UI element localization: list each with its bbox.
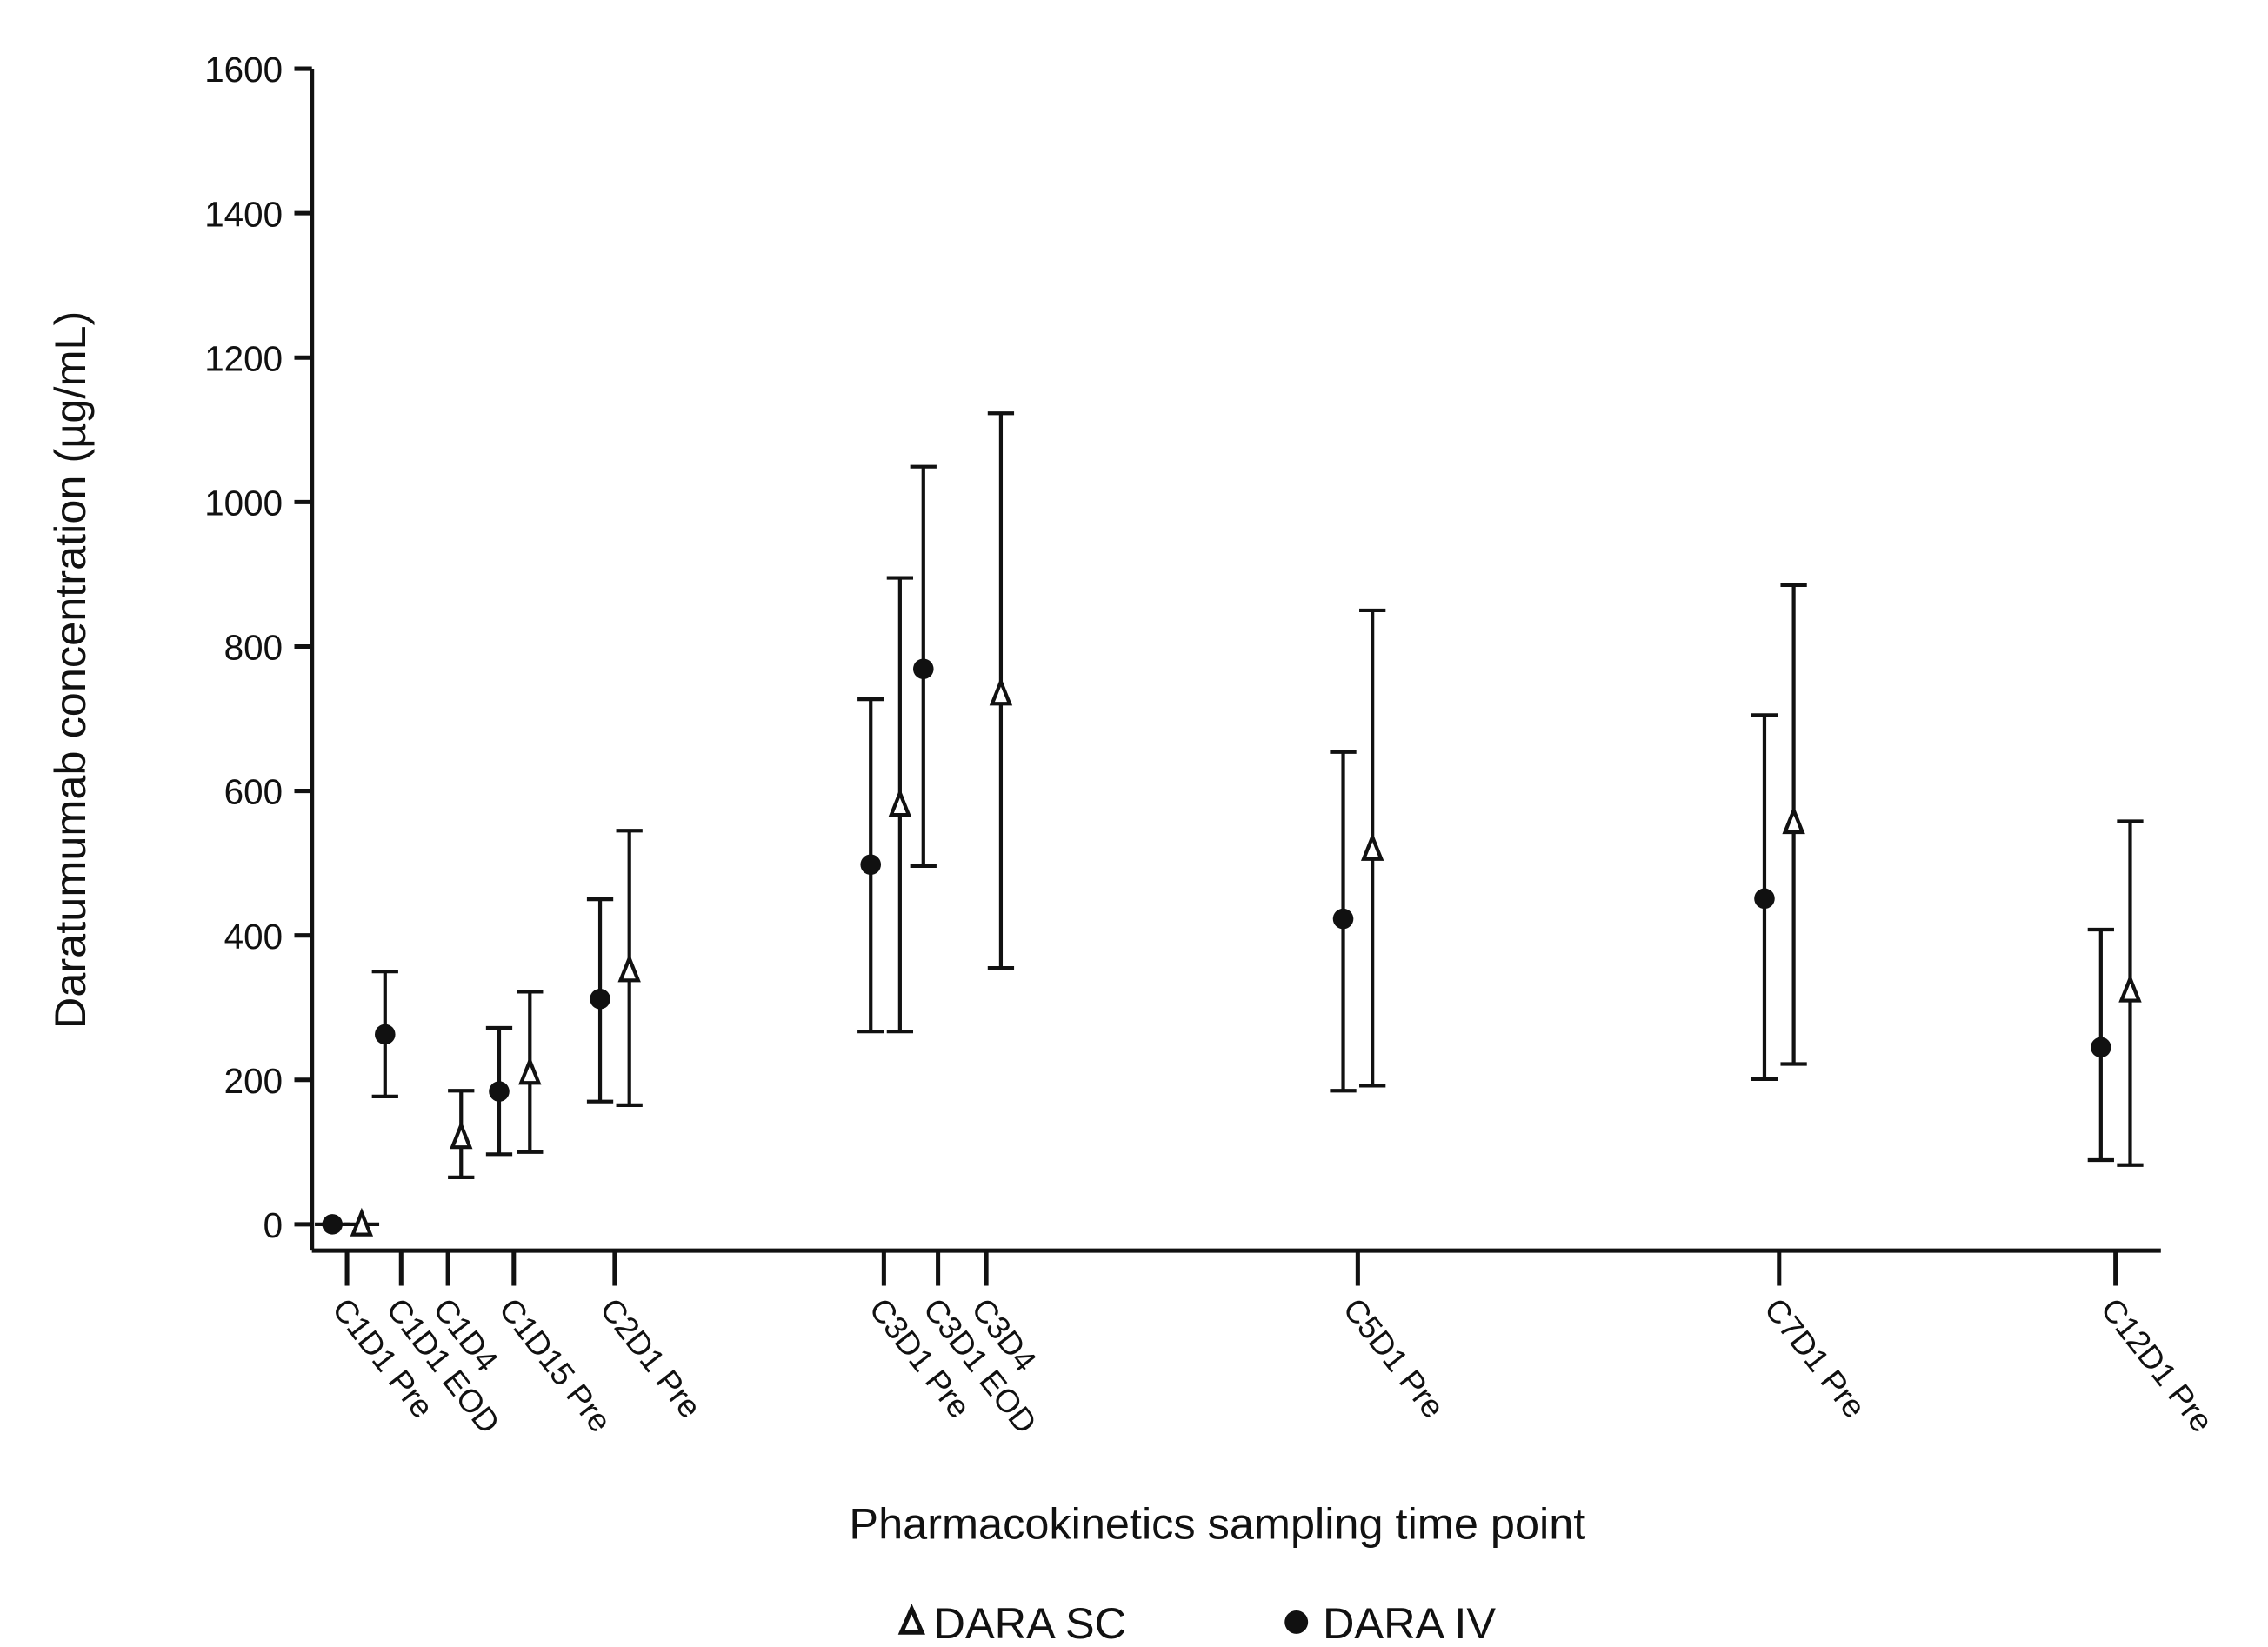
legend-triangle-icon <box>897 1603 925 1635</box>
y-tick-label: 1400 <box>204 194 283 234</box>
y-tick-label: 0 <box>263 1205 283 1245</box>
y-tick-label: 1200 <box>204 338 283 378</box>
triangle-marker <box>989 677 1013 706</box>
sc-point <box>1780 583 1807 1066</box>
circle-marker <box>2091 1037 2111 1058</box>
triangle-marker <box>1360 831 1384 861</box>
sc-point <box>886 576 914 1034</box>
triangle-marker <box>2118 973 2142 1003</box>
circle-marker <box>1332 908 1354 930</box>
x-tick-label: C12D1 Pre <box>2094 1291 2220 1438</box>
iv-point <box>857 697 884 1034</box>
x-tick-label: C5D1 Pre <box>1337 1291 1451 1424</box>
y-tick-label: 400 <box>224 917 283 957</box>
circle-marker <box>489 1081 510 1102</box>
iv-point <box>586 897 614 1104</box>
legend-label-iv: DARA IV <box>1323 1598 1496 1647</box>
circle-marker <box>375 1024 396 1045</box>
legend: DARA SC DARA IV <box>897 1598 1496 1647</box>
triangle-marker <box>518 1056 542 1085</box>
iv-point <box>910 464 937 869</box>
x-axis-label: Pharmacokinetics sampling time point <box>849 1499 1585 1549</box>
y-axis-label: Daratumumab concentration (µg/mL) <box>45 311 95 1029</box>
iv-point <box>1751 713 1778 1082</box>
circle-marker <box>860 854 882 876</box>
circle-marker <box>322 1214 344 1235</box>
iv-point <box>371 970 398 1098</box>
iv-point <box>2087 927 2114 1163</box>
circle-marker <box>913 658 934 679</box>
y-tick-label: 200 <box>224 1061 283 1101</box>
legend-label-sc: DARA SC <box>934 1598 1127 1647</box>
iv-point <box>315 1214 350 1235</box>
data-marks <box>315 411 2144 1237</box>
y-tick-label: 1000 <box>204 483 283 523</box>
iv-point <box>485 1025 513 1157</box>
triangle-marker <box>1782 805 1805 835</box>
legend-circle-icon <box>1284 1610 1309 1634</box>
triangle-marker <box>350 1207 374 1237</box>
x-tick-label: C2D1 Pre <box>593 1291 708 1424</box>
sc-point <box>448 1089 475 1180</box>
sc-point <box>2117 819 2144 1167</box>
sc-point <box>616 829 643 1107</box>
sc-point <box>517 990 544 1154</box>
y-tick-label: 800 <box>224 628 283 668</box>
y-tick-label: 1600 <box>204 50 283 90</box>
sc-point <box>1359 608 1386 1088</box>
circle-marker <box>1754 888 1775 910</box>
triangle-marker <box>617 953 641 983</box>
triangle-marker <box>888 788 912 817</box>
y-tick-label: 600 <box>224 772 283 812</box>
sc-point <box>987 411 1015 970</box>
circle-marker <box>590 988 610 1010</box>
x-tick-label: C7D1 Pre <box>1758 1291 1872 1424</box>
triangle-marker <box>450 1120 473 1150</box>
iv-point <box>1330 750 1357 1093</box>
